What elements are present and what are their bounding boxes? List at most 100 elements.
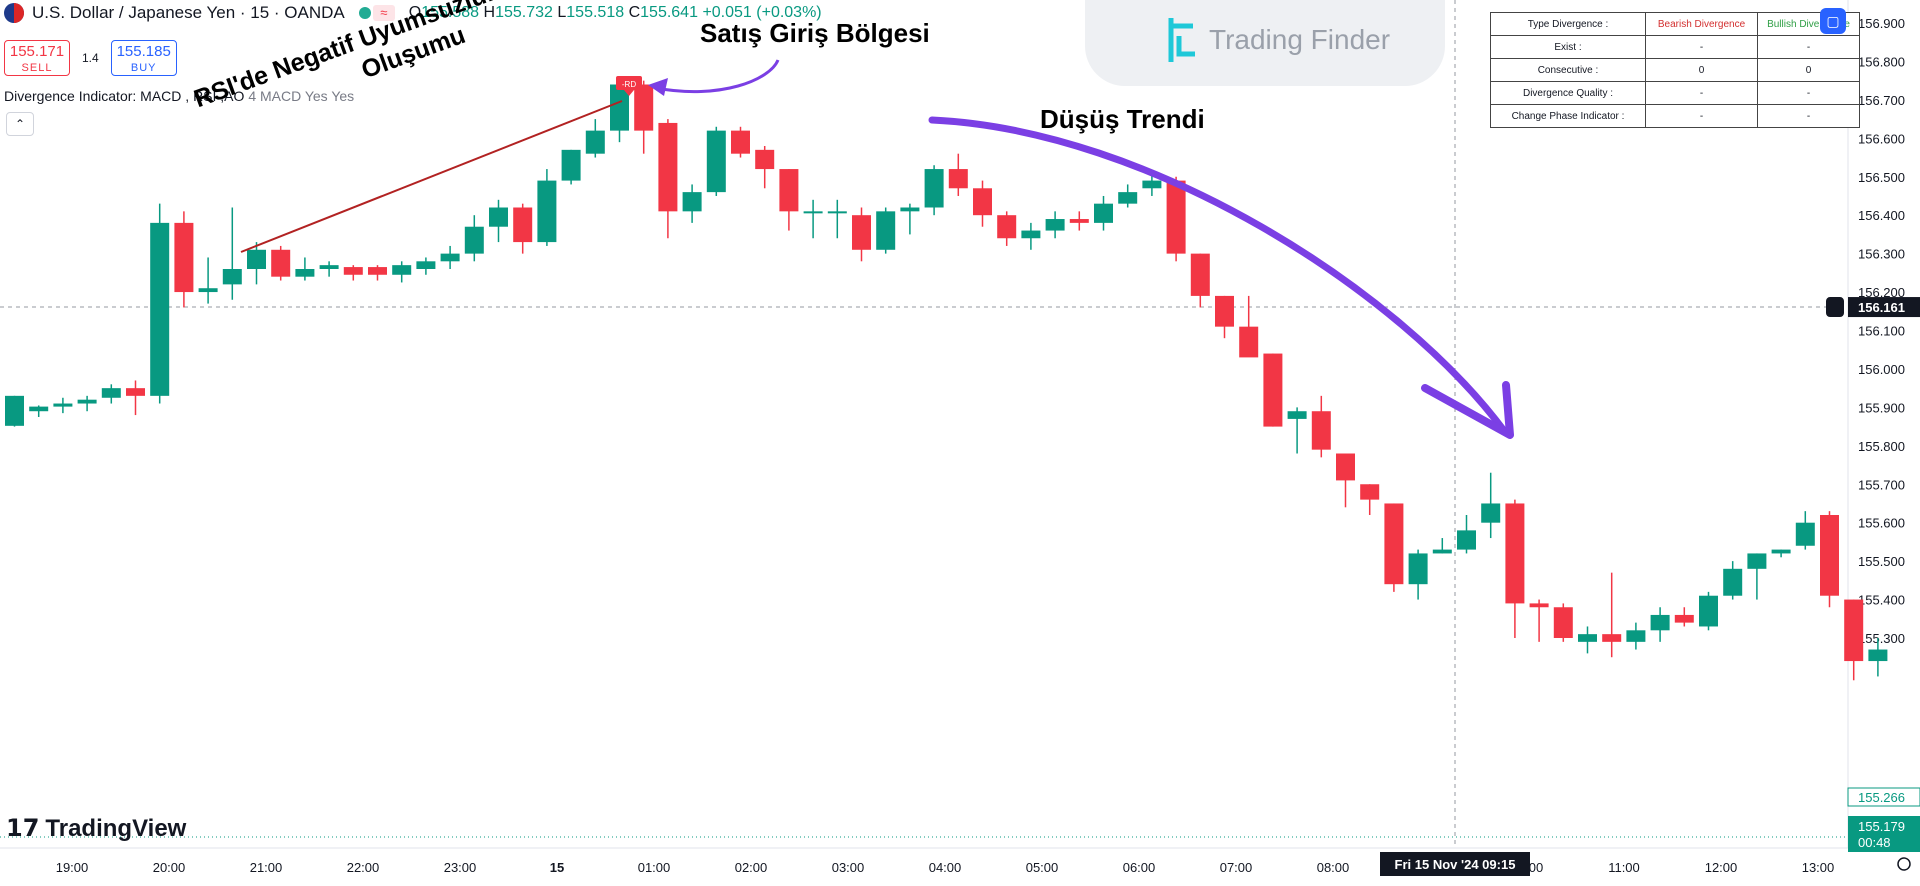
table-row: Consecutive : 0 0 [1490, 58, 1860, 82]
candle-body [1674, 614, 1694, 623]
sell-button[interactable]: 155.171 SELL [4, 40, 70, 76]
candle-body [1505, 503, 1525, 604]
settings-icon[interactable]: ▢ [1820, 8, 1846, 34]
crosshair-time-label: Fri 15 Nov '24 09:15 [1395, 857, 1516, 872]
y-tick-label: 156.500 [1858, 170, 1905, 185]
candle-body [1747, 553, 1767, 569]
x-tick-label: 21:00 [250, 860, 283, 875]
downtrend-arrowhead [1421, 381, 1514, 439]
candle-body [1699, 595, 1718, 627]
candle-body [1626, 630, 1646, 642]
candle-body [1069, 219, 1089, 223]
candle-body [827, 211, 847, 214]
buy-button[interactable]: 155.185 BUY [110, 40, 177, 76]
other-price-label: 155.266 [1858, 790, 1905, 805]
signal-badge-pointer [624, 90, 634, 96]
y-tick-label: 155.600 [1858, 516, 1905, 531]
chart-header: U.S. Dollar / Japanese Yen · 15 · OANDA … [0, 0, 822, 26]
y-tick-label: 155.700 [1858, 477, 1905, 492]
y-tick-label: 156.100 [1858, 324, 1905, 339]
candle-body [464, 226, 484, 254]
crosshair-plus-icon [1826, 297, 1844, 318]
y-tick-label: 155.800 [1858, 439, 1905, 454]
price-axis [1848, 0, 1920, 886]
candle-body [779, 169, 799, 212]
candle-body [561, 149, 581, 181]
candle-body [319, 265, 339, 269]
candle-body [198, 288, 218, 293]
candle-body [1287, 411, 1307, 419]
x-tick-label: 08:00 [1317, 860, 1350, 875]
collapse-legend-icon[interactable]: ⌃ [6, 112, 34, 136]
x-tick-label: 05:00 [1026, 860, 1059, 875]
candle-body [876, 211, 896, 250]
y-tick-label: 155.300 [1858, 631, 1905, 646]
candle-body [101, 388, 121, 398]
market-open-icon [358, 7, 371, 19]
sell-zone-arrow [655, 59, 780, 93]
candle-body [1094, 203, 1113, 223]
y-tick-label: 156.400 [1858, 208, 1905, 223]
candle-body [1723, 568, 1743, 596]
y-tick-label: 156.800 [1858, 54, 1905, 69]
candle-body [706, 130, 726, 193]
x-tick-label: 03:00 [832, 860, 865, 875]
symbol-title[interactable]: U.S. Dollar / Japanese Yen · 15 · OANDA [32, 3, 345, 22]
x-tick-label: 01:00 [638, 860, 671, 875]
signal-badge-text: -RD [622, 80, 636, 89]
candle-body [368, 267, 387, 275]
wave-icon[interactable]: ≈ [372, 5, 395, 21]
candle-body [1844, 599, 1864, 662]
candle-body [440, 253, 460, 262]
downtrend-arrow [928, 116, 1509, 436]
candle-body [1239, 326, 1259, 358]
axis-settings-icon [1897, 857, 1911, 871]
candle-body [1771, 549, 1791, 554]
y-tick-label: 155.900 [1858, 400, 1905, 415]
ohlc-values: O155.588 H155.732 L155.518 C155.641 +0.0… [408, 4, 822, 21]
candle-body [29, 406, 49, 412]
candle-body [1795, 522, 1815, 546]
candle-body [852, 215, 871, 250]
indicator-legend[interactable]: Divergence Indicator: MACD , RSI ,AO 4 M… [4, 88, 355, 104]
candle-body [271, 249, 291, 277]
table-row: Divergence Quality : - - [1490, 81, 1860, 105]
candle-body [731, 130, 750, 154]
candle-body [900, 207, 920, 212]
candle-body [755, 149, 775, 170]
other-price-box [1847, 787, 1920, 807]
x-tick-label: 13:00 [1802, 860, 1835, 875]
candle-body [1868, 649, 1888, 662]
candle-body [1118, 192, 1138, 204]
candle-body [1457, 530, 1476, 550]
candle-body [1432, 549, 1452, 554]
signal-badge [616, 76, 642, 90]
candle-body [295, 269, 315, 277]
usd-jpy-flag-icon [4, 3, 24, 23]
candle-body [658, 122, 678, 212]
candle-body [126, 388, 145, 396]
y-tick-label: 156.900 [1858, 16, 1905, 31]
candle-body [77, 399, 97, 404]
y-tick-label: 156.200 [1858, 285, 1905, 300]
sell-zone-label: Satış Giriş Bölgesi [700, 18, 930, 48]
tradingfinder-icon [1168, 18, 1195, 62]
crosshair-time-box [1380, 852, 1530, 876]
tradingview-logo: 𝟭𝟳 TradingView [6, 814, 187, 843]
candle-body [1336, 453, 1355, 481]
candle-body [416, 261, 436, 269]
table-row: Exist : - - [1490, 35, 1860, 59]
crosshair-price-label: 156.161 [1858, 300, 1905, 315]
candle-body [924, 169, 944, 208]
candle-body [247, 249, 266, 269]
candle-body [1384, 503, 1404, 585]
candle-body [997, 215, 1017, 239]
price-change: +0.051 (+0.03%) [702, 4, 822, 21]
y-tick-label: 155.500 [1858, 554, 1905, 569]
candle-body [150, 222, 170, 396]
candle-body [948, 169, 968, 189]
sell-zone-arrowhead [648, 78, 668, 96]
candle-body [1142, 180, 1162, 189]
candle-body [5, 395, 24, 426]
